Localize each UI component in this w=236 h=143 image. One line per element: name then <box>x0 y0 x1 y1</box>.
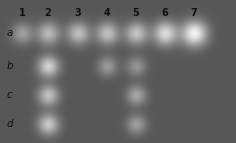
Text: d: d <box>7 119 14 129</box>
Text: 2: 2 <box>45 8 51 18</box>
Text: 7: 7 <box>191 8 197 18</box>
Text: 3: 3 <box>75 8 81 18</box>
Text: 4: 4 <box>104 8 110 18</box>
Text: b: b <box>7 61 14 71</box>
Text: c: c <box>7 90 13 100</box>
Text: 6: 6 <box>162 8 168 18</box>
Text: 1: 1 <box>19 8 25 18</box>
Text: 5: 5 <box>133 8 139 18</box>
Text: a: a <box>7 28 13 38</box>
